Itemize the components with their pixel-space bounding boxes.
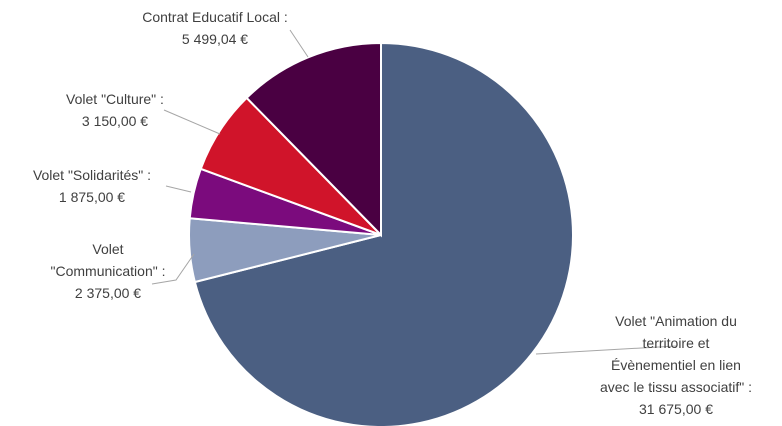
data-label-2: Volet "Solidarités" : 1 875,00 € <box>33 167 151 205</box>
data-label-4: Contrat Educatif Local : 5 499,04 € <box>142 9 288 47</box>
data-label-2-line-1: 1 875,00 € <box>59 189 125 205</box>
data-label-0-line-0: Volet "Animation du <box>615 313 737 329</box>
labels-layer: Volet "Animation du territoire et Évènemen… <box>33 9 752 417</box>
data-label-4-line-0: Contrat Educatif Local : <box>142 9 288 25</box>
data-label-2-line-0: Volet "Solidarités" : <box>33 167 151 183</box>
leader-line-2 <box>165 185 192 193</box>
data-label-3-line-0: Volet "Culture" : <box>66 91 164 107</box>
data-label-4-line-1: 5 499,04 € <box>182 31 248 47</box>
leader-line-3 <box>163 109 221 135</box>
data-label-1: Volet "Communication" : 2 375,00 € <box>51 241 166 301</box>
slices-layer <box>188 41 574 426</box>
data-label-0-line-4: 31 675,00 € <box>639 401 713 417</box>
data-label-1-line-1: "Communication" : <box>51 263 166 279</box>
pie-slice-4 <box>245 41 382 238</box>
leader-lines-layer <box>151 29 677 355</box>
data-label-1-line-2: 2 375,00 € <box>75 285 141 301</box>
data-label-1-line-0: Volet <box>92 241 123 257</box>
data-label-0-line-1: territoire et <box>643 335 710 351</box>
data-label-3-line-1: 3 150,00 € <box>82 113 148 129</box>
data-label-0: Volet "Animation du territoire et Évènemen… <box>600 313 752 417</box>
leader-line-4 <box>289 29 309 58</box>
data-label-3: Volet "Culture" : 3 150,00 € <box>66 91 164 129</box>
pie-slice-0 <box>193 41 574 426</box>
data-label-0-line-3: avec le tissu associatif" : <box>600 379 752 395</box>
leader-line-0 <box>535 345 677 355</box>
leader-line-1 <box>151 253 195 285</box>
data-label-0-line-2: Évènementiel en lien <box>611 357 741 373</box>
